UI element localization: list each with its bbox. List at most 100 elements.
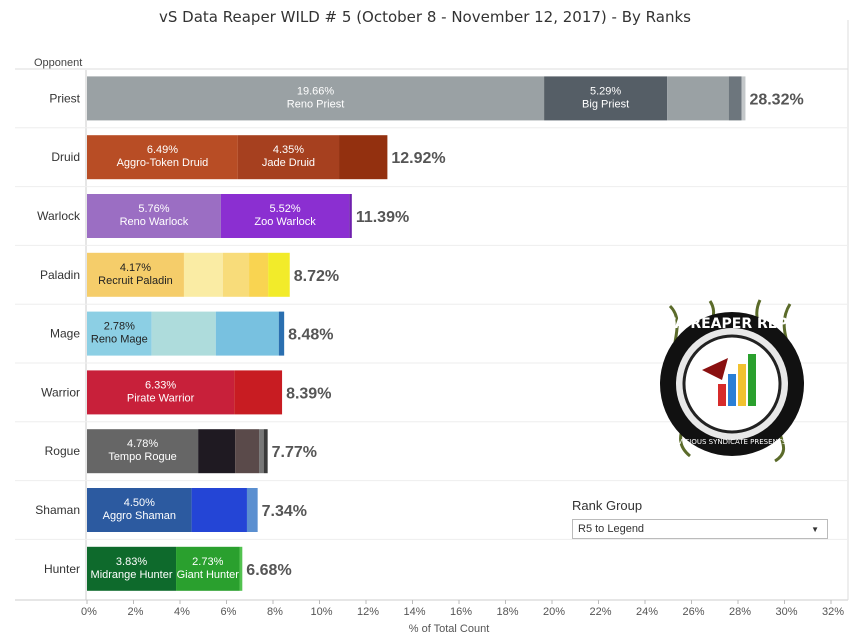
category-total-label: 7.34% [262,503,307,520]
segment-archetype-label: Recruit Paladin [98,275,173,287]
category-label: Shaman [35,503,80,517]
bar-segment [220,194,350,238]
rank-group-dropdown[interactable]: R5 to Legend ▼ [572,519,828,539]
segment-archetype-label: Reno Mage [91,334,148,346]
segment-percent-label: 4.78% [127,438,158,450]
bar-segment [191,488,247,532]
chevron-down-icon[interactable]: ▼ [811,524,819,534]
bar-segment [728,76,742,121]
bar-segment [87,546,177,591]
x-tick-label: 22% [589,606,611,618]
bar-segment [183,252,223,297]
bar-segment [87,252,184,297]
segment-archetype-label: Reno Priest [287,98,344,110]
bar-segment [246,488,258,532]
x-tick-label: 30% [775,606,797,618]
bar-segment [87,429,199,474]
bar-segment [263,429,268,474]
category-label: Hunter [44,562,80,576]
segment-percent-label: 4.17% [120,262,151,274]
segment-archetype-label: Big Priest [582,98,629,110]
rank-group-filter: Rank Group R5 to Legend ▼ [572,498,830,539]
segment-archetype-label: Giant Hunter [177,569,240,581]
category-label: Druid [51,150,80,164]
bar-segment [278,311,285,356]
x-tick-label: 2% [128,606,144,618]
bar-segment [87,76,545,121]
x-tick-label: 8% [267,606,283,618]
segment-percent-label: 4.35% [273,144,304,156]
x-tick-label: 4% [174,606,190,618]
bar-segment [235,429,260,474]
category-label: Warlock [37,209,81,223]
chart-title: vS Data Reaper WILD # 5 (October 8 - Nov… [159,8,691,26]
bar-segment [176,546,240,591]
segment-percent-label: 3.83% [116,556,147,568]
bar-segment [339,135,388,180]
segment-percent-label: 5.29% [590,85,621,97]
x-axis-title: % of Total Count [409,623,490,635]
x-tick-label: 32% [822,606,844,618]
category-total-label: 8.48% [288,327,333,344]
segment-archetype-label: Reno Warlock [120,216,189,228]
bar-segment [249,252,269,297]
segment-percent-label: 2.73% [192,556,223,568]
bar-segment [151,311,216,356]
x-tick-label: 26% [682,606,704,618]
category-label: Mage [50,327,80,341]
segment-percent-label: 5.76% [138,203,169,215]
bar-segment [741,76,746,121]
category-total-label: 8.72% [294,268,339,285]
category-label: Priest [49,91,80,105]
x-tick-label: 28% [729,606,751,618]
bar-segment [87,135,238,180]
segment-archetype-label: Aggro Shaman [103,510,176,522]
segment-archetype-label: Zoo Warlock [254,216,316,228]
bar-segment [544,76,668,121]
category-total-label: 6.68% [246,562,291,579]
logo-text: DATA REAPER REPORT [650,316,815,332]
x-tick-label: 20% [543,606,565,618]
bar-segment [87,488,192,532]
rank-group-selected: R5 to Legend [578,523,645,535]
x-tick-label: 24% [636,606,658,618]
segment-archetype-label: Aggro-Token Druid [117,157,209,169]
segment-archetype-label: Pirate Warrior [127,392,195,404]
bar-segment [268,252,290,297]
x-tick-label: 16% [450,606,472,618]
bar-segment [349,194,352,238]
segment-percent-label: 5.52% [269,203,300,215]
category-total-label: 11.39% [356,209,409,226]
bar-segment [87,370,235,415]
opponent-column-header: Opponent [34,57,83,69]
x-tick-label: 6% [221,606,237,618]
bar-segment [87,194,221,238]
segment-archetype-label: Tempo Rogue [108,451,177,463]
x-tick-label: 0% [81,606,97,618]
segment-percent-label: 6.33% [145,379,176,391]
data-reaper-logo: DATA REAPER REPORT VICIOUS SYNDICATE PRE… [650,299,815,463]
x-tick-label: 12% [357,606,379,618]
segment-percent-label: 4.50% [124,497,155,509]
segment-percent-label: 6.49% [147,144,178,156]
logo-subtext: VICIOUS SYNDICATE PRESENTS [678,438,787,446]
segment-archetype-label: Midrange Hunter [91,569,173,581]
bar-segment [234,370,283,415]
x-tick-label: 18% [496,606,518,618]
bar-segment [215,311,279,356]
category-total-label: 7.77% [272,444,317,461]
x-tick-label: 10% [310,606,332,618]
bar-segment [239,546,243,591]
rank-group-title: Rank Group [572,498,643,513]
bar-segment [667,76,729,121]
category-label: Warrior [41,385,80,399]
category-total-label: 28.32% [749,91,803,108]
category-total-label: 8.39% [286,385,331,402]
bar-segment [237,135,340,180]
bar-segment [198,429,236,474]
segment-percent-label: 2.78% [104,321,135,333]
segment-archetype-label: Jade Druid [262,157,315,169]
category-total-label: 12.92% [391,150,445,167]
x-tick-label: 14% [403,606,425,618]
